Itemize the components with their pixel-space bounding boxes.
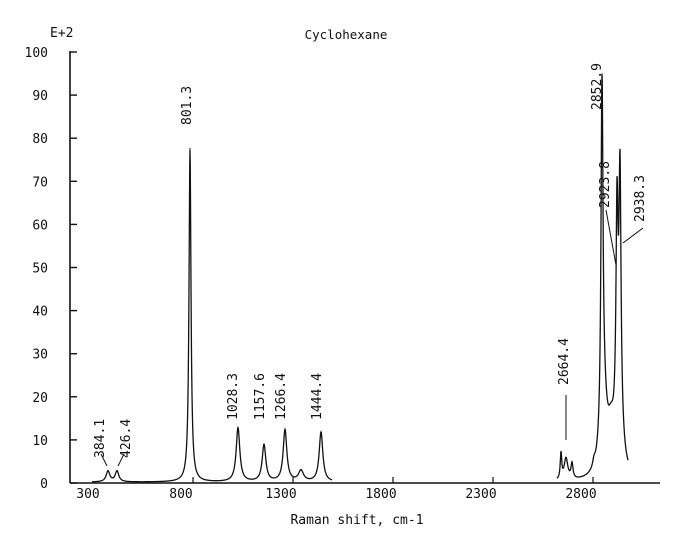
- peak-label: 384.1: [93, 419, 108, 458]
- y-multiplier-label: E+2: [50, 26, 73, 41]
- x-axis: 300 800 1300 1800 2300 2800: [70, 477, 660, 502]
- y-tick-label: 0: [40, 477, 48, 492]
- x-axis-label: Raman shift, cm-1: [290, 513, 423, 528]
- y-tick-label: 60: [32, 218, 48, 233]
- peak-label: 1157.6: [253, 373, 268, 420]
- x-tick-label: 2800: [565, 487, 596, 502]
- x-tick-label: 300: [76, 487, 99, 502]
- x-tick-label: 800: [169, 487, 192, 502]
- peak-label: 2852.9: [590, 63, 605, 110]
- x-tick-label: 1800: [365, 487, 396, 502]
- y-tick-label: 40: [32, 305, 48, 320]
- y-tick-label: 90: [32, 89, 48, 104]
- peak-label: 2923.8: [598, 161, 613, 208]
- peak-label: 426.4: [119, 419, 134, 458]
- peak-label: 1028.3: [226, 373, 241, 420]
- y-tick-label: 50: [32, 262, 48, 277]
- peak-label: 2938.3: [633, 175, 648, 222]
- y-tick-label: 20: [32, 391, 48, 406]
- spectrum-line: [91, 73, 629, 483]
- y-tick-label: 100: [25, 46, 48, 61]
- x-tick-label: 1300: [265, 487, 296, 502]
- peak-label: 1444.4: [310, 373, 325, 420]
- y-tick-label: 80: [32, 132, 48, 147]
- peak-label: 801.3: [180, 86, 195, 125]
- peak-labels: 384.1 426.4 801.3 1028.3 1157.6 1266.4 1444.4 2…: [93, 63, 648, 467]
- y-tick-label: 30: [32, 348, 48, 363]
- y-tick-label: 10: [32, 434, 48, 449]
- peak-label: 2664.4: [557, 338, 572, 385]
- x-tick-label: 2300: [465, 487, 496, 502]
- y-tick-label: 70: [32, 175, 48, 190]
- y-axis: 0 10 20 30 40 50 60 70 80 90 100: [25, 46, 77, 492]
- chart-title: Cyclohexane: [305, 27, 388, 42]
- peak-label: 1266.4: [274, 373, 289, 420]
